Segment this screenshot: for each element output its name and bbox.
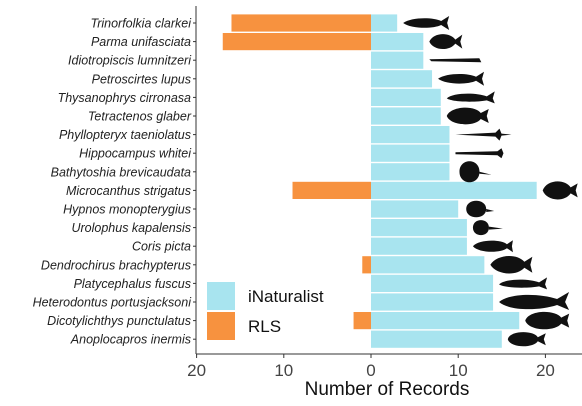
bar-inaturalist — [371, 144, 450, 162]
flathead-silhouette-icon — [499, 277, 548, 290]
bar-inaturalist — [371, 181, 537, 199]
bar-inaturalist — [371, 33, 424, 51]
bar-inaturalist — [371, 200, 459, 218]
category-label: Idiotropiscis lumnitzeri — [68, 54, 192, 68]
x-tick-label: 20 — [536, 361, 555, 380]
stingray-silhouette-icon — [459, 161, 492, 183]
x-tick-label: 20 — [187, 361, 206, 380]
category-label: Coris picta — [132, 240, 191, 254]
bar-inaturalist — [371, 312, 520, 330]
legend-swatch-inaturalist — [207, 282, 235, 310]
bar-inaturalist — [371, 70, 433, 88]
bar-rls — [231, 14, 371, 32]
category-label: Dendrochirus brachypterus — [41, 258, 191, 272]
bar-inaturalist — [371, 330, 502, 348]
pipehorse-silhouette-icon — [429, 58, 482, 63]
x-tick-label: 10 — [449, 361, 468, 380]
blenny-silhouette-icon — [438, 71, 485, 86]
category-label: Dicotylichthys punctulatus — [47, 314, 191, 328]
category-label: Hippocampus whitei — [79, 147, 192, 161]
blenny-silhouette-icon — [403, 16, 450, 30]
bars-layer — [222, 14, 537, 348]
category-label: Thysanophrys cirronasa — [58, 91, 191, 105]
numbfish-silhouette-icon — [466, 200, 495, 218]
legend-swatch-rls — [207, 312, 235, 340]
butterflyfish-silhouette-icon — [542, 181, 578, 200]
bar-inaturalist — [371, 219, 467, 237]
stingaree-silhouette-icon — [472, 220, 503, 236]
category-label: Microcanthus strigatus — [66, 184, 191, 198]
seadragon-silhouette-icon — [455, 128, 512, 141]
x-tick-label: 10 — [274, 361, 293, 380]
flathead-silhouette-icon — [446, 91, 495, 104]
bar-rls — [222, 33, 371, 51]
bar-inaturalist — [371, 274, 494, 292]
damselfish-silhouette-icon — [429, 34, 463, 50]
bar-inaturalist — [371, 88, 441, 106]
bar-rls — [362, 256, 371, 274]
lionfish-silhouette-icon — [490, 256, 533, 274]
hornshark-silhouette-icon — [499, 292, 570, 310]
legend-label-inaturalist: iNaturalist — [248, 287, 324, 306]
legend: iNaturalist RLS — [207, 282, 324, 340]
category-label: Platycephalus fuscus — [74, 277, 191, 291]
bar-inaturalist — [371, 14, 398, 32]
bar-inaturalist — [371, 163, 450, 181]
bar-inaturalist — [371, 126, 450, 144]
category-label: Parma unifasciata — [91, 35, 191, 49]
category-label: Trinorfolkia clarkei — [91, 17, 193, 31]
bar-inaturalist — [371, 256, 485, 274]
bar-rls — [353, 312, 371, 330]
category-label: Petroscirtes lupus — [92, 72, 191, 86]
category-label: Anoplocapros inermis — [70, 333, 191, 347]
category-label: Tetractenos glaber — [88, 110, 192, 124]
legend-label-rls: RLS — [248, 317, 281, 336]
category-label: Hypnos monopterygius — [63, 203, 191, 217]
porcupinefish-silhouette-icon — [525, 311, 570, 330]
x-axis-title: Number of Records — [305, 379, 470, 400]
category-label: Bathytoshia brevicaudata — [51, 165, 191, 179]
bar-rls — [292, 181, 371, 199]
boxfish-silhouette-icon — [507, 332, 546, 347]
wrasse-silhouette-icon — [472, 240, 513, 253]
pufferfish-silhouette-icon — [446, 107, 489, 125]
x-tick-label: 0 — [366, 361, 375, 380]
bar-inaturalist — [371, 237, 467, 255]
bar-inaturalist — [371, 293, 494, 311]
x-axis-ticks: 20 10 0 10 20 — [187, 354, 555, 380]
category-label: Phyllopteryx taeniolatus — [59, 128, 191, 142]
bar-inaturalist — [371, 51, 424, 69]
category-label: Urolophus kapalensis — [71, 221, 191, 235]
category-labels: Trinorfolkia clarkei Parma unifasciata Idi… — [33, 17, 196, 347]
category-label: Heterodontus portusjacksoni — [33, 296, 193, 310]
seahorse-silhouette-icon — [455, 148, 504, 159]
silhouettes-layer — [403, 16, 578, 347]
bar-inaturalist — [371, 107, 441, 125]
